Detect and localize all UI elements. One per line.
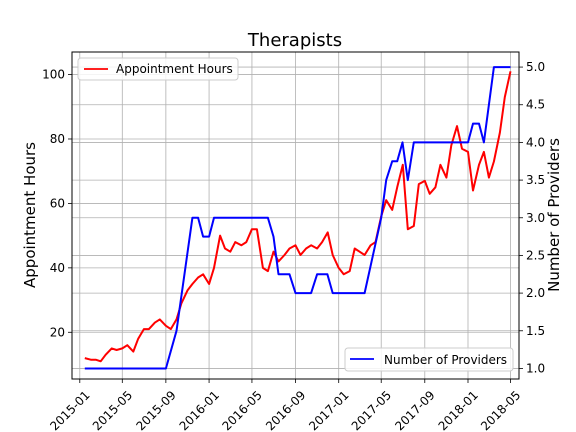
y2-tick-label: 2.0 bbox=[526, 286, 545, 300]
grid bbox=[72, 52, 519, 379]
series-line-appointment-hours bbox=[84, 71, 512, 363]
y2-tick-label: 3.0 bbox=[526, 211, 545, 225]
y-axis-right: 1.0 1.5 2.0 2.5 3.0 3.5 4.0 4.5 5.0 bbox=[519, 60, 545, 375]
y2-axis-title: Number of Providers bbox=[545, 138, 563, 292]
y2-tick-label: 1.0 bbox=[526, 361, 545, 375]
y-tick-label: 60 bbox=[50, 196, 65, 210]
y-tick-label: 40 bbox=[50, 261, 65, 275]
y-tick-label: 80 bbox=[50, 132, 65, 146]
series-line-number-of-providers bbox=[84, 66, 511, 370]
y-axis-left: 20 40 60 80 100 bbox=[42, 68, 72, 339]
y-tick-label: 20 bbox=[50, 325, 65, 339]
y2-tick-label: 4.5 bbox=[526, 98, 545, 112]
legend-appointment-hours: Appointment Hours bbox=[77, 57, 239, 81]
y2-tick-label: 5.0 bbox=[526, 60, 545, 74]
y2-tick-label: 1.5 bbox=[526, 324, 545, 338]
y2-tick-label: 3.5 bbox=[526, 173, 545, 187]
legend-box bbox=[344, 347, 514, 372]
legend-box bbox=[77, 57, 239, 81]
legend-label-appointment-hours: Appointment Hours bbox=[116, 62, 233, 76]
y2-tick-label: 2.5 bbox=[526, 248, 545, 262]
y-tick-label: 100 bbox=[42, 68, 65, 82]
legend-number-of-providers: Number of Providers bbox=[344, 347, 514, 372]
y-axis-title: Appointment Hours bbox=[21, 142, 39, 288]
y2-tick-label: 4.0 bbox=[526, 135, 545, 149]
legend-label-number-of-providers: Number of Providers bbox=[384, 353, 507, 367]
chart-title: Therapists bbox=[247, 30, 342, 51]
plot-area bbox=[84, 66, 512, 370]
